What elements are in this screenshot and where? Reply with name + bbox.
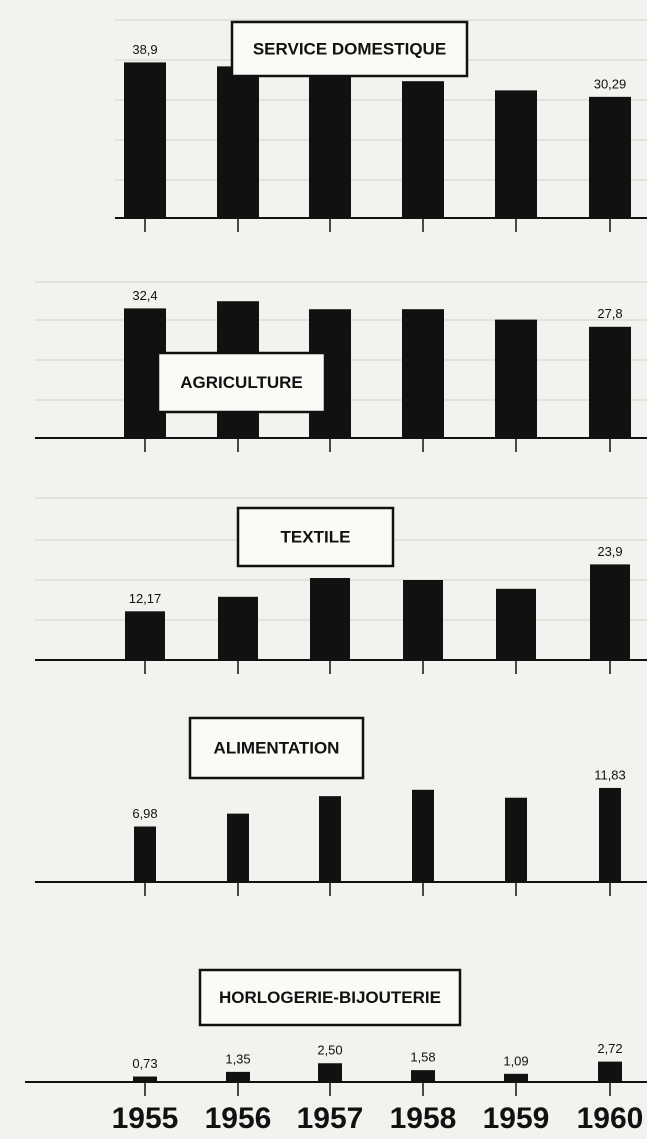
bar — [125, 611, 165, 660]
bar — [309, 74, 351, 218]
bar — [402, 81, 444, 218]
bar — [403, 580, 443, 660]
value-label: 1,58 — [410, 1050, 435, 1065]
x-tick-label: 1957 — [297, 1102, 364, 1135]
bar — [227, 814, 249, 882]
bar — [505, 798, 527, 882]
x-tick-label: 1959 — [483, 1102, 550, 1135]
value-label: 11,83 — [594, 767, 626, 782]
chart-title: SERVICE DOMESTIQUE — [253, 39, 446, 58]
bar — [590, 564, 630, 660]
bar — [496, 589, 536, 660]
x-tick-label: 1956 — [205, 1102, 272, 1135]
bar — [226, 1072, 250, 1082]
value-label: 1,09 — [503, 1053, 528, 1068]
bar — [319, 796, 341, 882]
chart-title: ALIMENTATION — [214, 738, 340, 757]
bar — [318, 1063, 342, 1082]
bar — [217, 66, 259, 218]
bar — [589, 97, 631, 218]
value-label: 2,72 — [597, 1041, 622, 1056]
bar — [589, 327, 631, 438]
chart: 38,9 30,29 SERVICE DOMESTIQUE 32,4 27,8 AGRIC… — [0, 0, 647, 1139]
value-label: 32,4 — [132, 288, 157, 303]
chart-title: TEXTILE — [281, 527, 351, 546]
bar — [504, 1074, 528, 1082]
x-tick-label: 1960 — [577, 1102, 644, 1135]
bar — [402, 309, 444, 438]
bar — [134, 827, 156, 882]
value-label: 27,8 — [597, 306, 622, 321]
bar — [133, 1077, 157, 1082]
bar — [599, 788, 621, 882]
bar — [411, 1070, 435, 1082]
chart-title: AGRICULTURE — [180, 373, 302, 392]
bar — [495, 90, 537, 218]
bar — [598, 1062, 622, 1082]
value-label: 38,9 — [132, 42, 157, 57]
x-tick-label: 1958 — [390, 1102, 457, 1135]
value-label: 1,35 — [225, 1051, 250, 1066]
bar — [310, 578, 350, 660]
value-label: 0,73 — [132, 1056, 157, 1071]
x-tick-label: 1955 — [112, 1102, 179, 1135]
bar — [495, 320, 537, 438]
bar — [218, 597, 258, 660]
value-label: 23,9 — [597, 544, 622, 559]
value-label: 30,29 — [594, 76, 627, 91]
value-label: 12,17 — [129, 591, 162, 606]
value-label: 2,50 — [317, 1043, 342, 1058]
value-label: 6,98 — [132, 806, 157, 821]
bar — [124, 62, 166, 218]
bar — [412, 790, 434, 882]
chart-title: HORLOGERIE-BIJOUTERIE — [219, 988, 441, 1007]
